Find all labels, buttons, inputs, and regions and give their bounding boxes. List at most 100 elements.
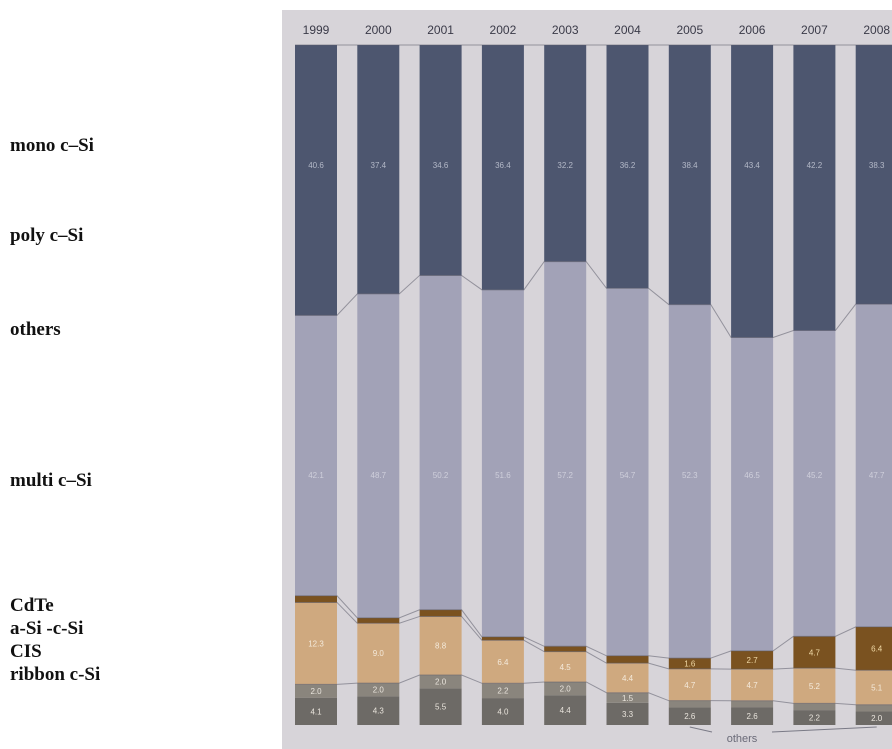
data-label: 4.3 <box>373 707 385 716</box>
x-tick-label: 2001 <box>427 23 454 37</box>
data-label: 36.4 <box>495 161 511 170</box>
bar-segment-cis-2002 <box>481 683 524 699</box>
bar-segment-cdte-2002 <box>481 636 524 641</box>
data-label: 4.1 <box>310 707 322 716</box>
x-tick-label: 2007 <box>801 23 828 37</box>
bar-segment-mono-c-si-2005 <box>668 45 711 305</box>
data-label: 36.2 <box>620 161 636 170</box>
bar-segment-cis-2007 <box>793 703 836 711</box>
data-label: 51.6 <box>495 471 511 480</box>
legend-label-ribbon: ribbon c-Si <box>10 664 101 685</box>
bar-segment-ribbon-c-si-2002 <box>481 698 524 725</box>
bar-segment-a-si-c-si-2008 <box>855 670 892 705</box>
bar-segment-multi-c-si-2000 <box>357 293 400 618</box>
bar-segment-cdte-2004 <box>606 655 649 664</box>
data-label: 2.0 <box>435 678 447 687</box>
data-label: 4.0 <box>497 708 509 717</box>
data-label: 47.7 <box>869 471 885 480</box>
legend-label-cdte: CdTe <box>10 595 54 616</box>
bar-segment-cis-2008 <box>855 704 892 712</box>
data-label: 52.3 <box>682 471 698 480</box>
data-label: 2.0 <box>871 714 883 723</box>
bar-segment-multi-c-si-2005 <box>668 304 711 659</box>
bar-segment-cdte-2006 <box>731 650 774 670</box>
data-label: 40.6 <box>308 161 324 170</box>
bar-segment-cis-2006 <box>731 700 774 708</box>
x-tick-label: 1999 <box>303 23 330 37</box>
data-label: 48.7 <box>371 471 387 480</box>
bar-segment-cdte-2008 <box>855 626 892 671</box>
bar-segment-multi-c-si-2007 <box>793 330 836 637</box>
data-label: 2.2 <box>497 687 509 696</box>
bar-segment-cdte-2001 <box>419 609 462 617</box>
bar-segment-mono-c-si-2003 <box>544 45 587 262</box>
bar-segment-mono-c-si-2008 <box>855 45 892 305</box>
data-label: 2.6 <box>684 712 696 721</box>
legend-label-cis: CIS <box>10 641 42 662</box>
data-label: 12.3 <box>308 639 324 648</box>
data-label: 4.7 <box>809 648 821 657</box>
bar-segment-a-si-c-si-1999 <box>295 602 337 685</box>
bar-segment-ribbon-c-si-2004 <box>606 702 649 725</box>
bar-segment-a-si-c-si-2002 <box>481 640 524 684</box>
bar-segment-mono-c-si-2006 <box>731 45 774 338</box>
bar-segment-a-si-c-si-2003 <box>544 651 587 682</box>
series-boundary-line <box>295 674 892 706</box>
bar-segment-cis-2001 <box>419 675 462 689</box>
data-label: 1.6 <box>684 659 696 668</box>
bar-segment-cdte-2007 <box>793 636 836 669</box>
bar-segment-multi-c-si-2008 <box>855 304 892 627</box>
x-tick-label: 2008 <box>863 23 890 37</box>
data-label: 6.4 <box>871 645 883 654</box>
data-label: 4.4 <box>622 674 634 683</box>
data-label: 2.7 <box>747 656 759 665</box>
data-label: 3.3 <box>622 710 634 719</box>
bar-segment-ribbon-c-si-2006 <box>731 707 774 725</box>
bar-segment-multi-c-si-2004 <box>606 288 649 656</box>
x-tick-label: 2000 <box>365 23 392 37</box>
data-label: 42.2 <box>807 161 823 170</box>
data-label: 4.7 <box>684 681 696 690</box>
data-label: 6.4 <box>497 658 509 667</box>
data-label: 4.4 <box>560 706 572 715</box>
bar-segment-a-si-c-si-2004 <box>606 663 649 693</box>
data-label: 2.0 <box>310 687 322 696</box>
bar-segment-multi-c-si-2002 <box>481 289 524 637</box>
data-label: 57.2 <box>557 471 573 480</box>
bar-segment-cdte-2000 <box>357 617 400 624</box>
legend-label-asi: a-Si -c-Si <box>10 618 84 639</box>
legend-label-others: others <box>10 319 61 340</box>
annotation-pointer <box>771 726 877 733</box>
data-label: 54.7 <box>620 471 636 480</box>
series-boundary-line <box>295 601 892 671</box>
stacked-bar-chart: 4.1 2.0 12.3 42.1 40.6 1999 4.3 2.0 9.0 48.7 37.4 2… <box>282 10 892 749</box>
bar-segment-multi-c-si-2006 <box>731 337 774 651</box>
bar-segment-cis-2004 <box>606 692 649 703</box>
bar-segment-ribbon-c-si-2007 <box>793 710 836 725</box>
bar-segment-cis-1999 <box>295 684 337 698</box>
data-label: 43.4 <box>744 161 760 170</box>
data-label: 46.5 <box>744 471 760 480</box>
data-label: 38.3 <box>869 161 885 170</box>
bar-segment-a-si-c-si-2005 <box>668 668 711 701</box>
bar-segment-cis-2000 <box>357 683 400 697</box>
data-label: 4.5 <box>560 663 572 672</box>
data-label: 8.8 <box>435 642 447 651</box>
data-label: 42.1 <box>308 471 324 480</box>
data-label: 2.0 <box>560 685 572 694</box>
data-label: 2.2 <box>809 714 821 723</box>
data-label: 2.6 <box>747 712 759 721</box>
bar-segment-mono-c-si-2001 <box>419 45 462 276</box>
data-label: 5.2 <box>809 682 821 691</box>
bar-segment-a-si-c-si-2007 <box>793 668 836 704</box>
x-tick-label: 2002 <box>490 23 517 37</box>
data-label: 9.0 <box>373 649 385 658</box>
bar-segment-cdte-2003 <box>544 646 587 652</box>
data-label: 45.2 <box>807 471 823 480</box>
bar-segment-ribbon-c-si-2001 <box>419 688 462 725</box>
bar-segment-a-si-c-si-2001 <box>419 616 462 676</box>
data-label: 1.5 <box>622 694 634 703</box>
bar-segment-mono-c-si-2004 <box>606 45 649 289</box>
bar-segment-a-si-c-si-2006 <box>731 669 774 701</box>
series-boundary-line <box>295 261 892 338</box>
